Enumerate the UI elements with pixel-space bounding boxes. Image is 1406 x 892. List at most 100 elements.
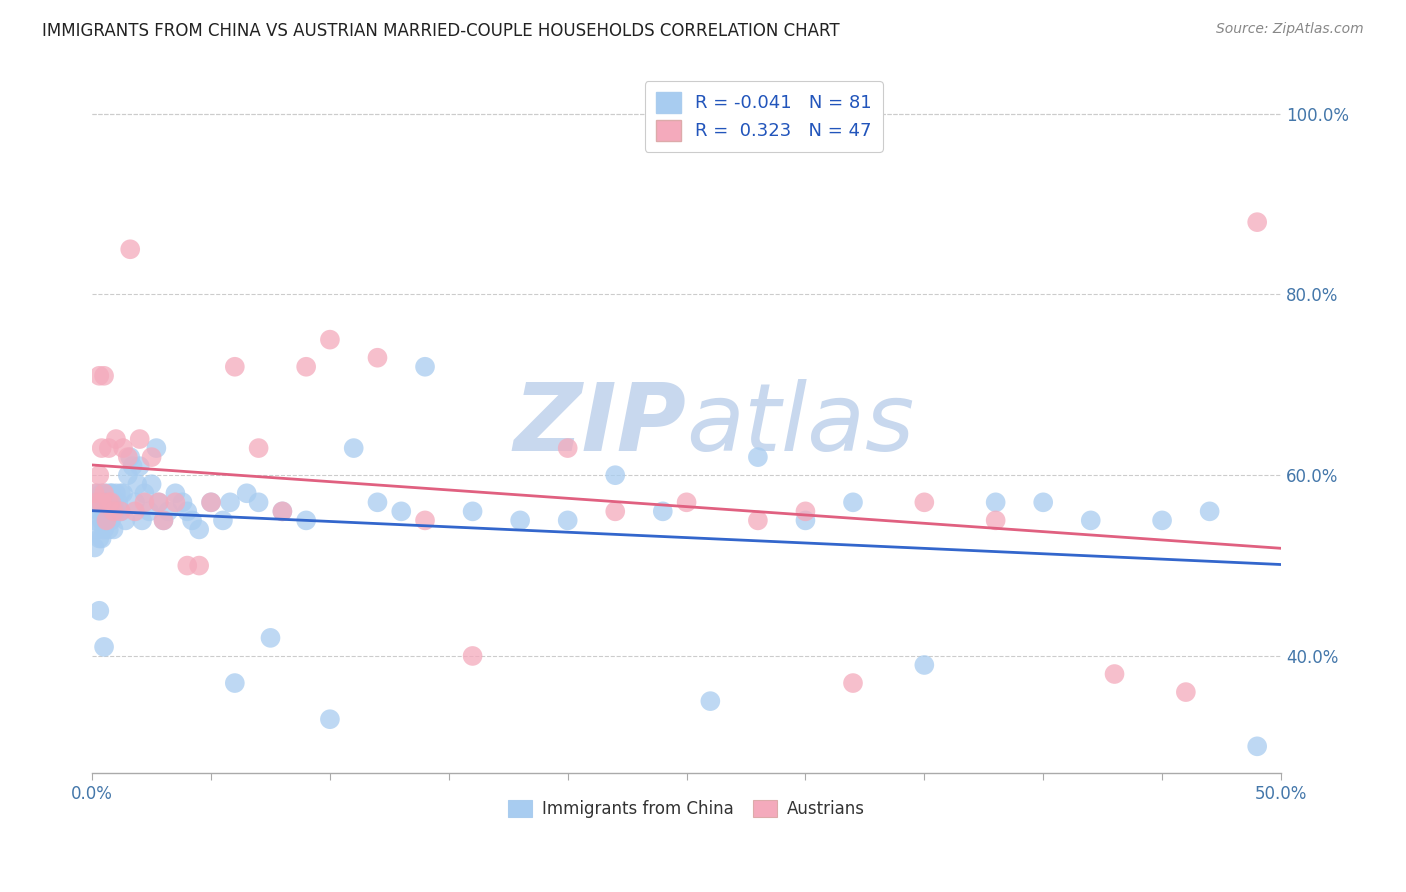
Point [165, 495, 187, 509]
Point [176, 558, 198, 573]
Point [90, 495, 112, 509]
Point [148, 495, 170, 509]
Point [93, 640, 115, 654]
Point [176, 504, 198, 518]
Point [152, 513, 174, 527]
Point [86, 486, 108, 500]
Point [152, 513, 174, 527]
Point [912, 495, 935, 509]
Point [1104, 667, 1126, 681]
Point [124, 504, 146, 518]
Point [120, 450, 142, 464]
Point [131, 513, 153, 527]
Point [138, 504, 160, 518]
Point [366, 495, 388, 509]
Point [675, 495, 697, 509]
Point [121, 459, 143, 474]
Point [200, 495, 222, 509]
Point [90, 513, 112, 527]
Point [794, 504, 817, 518]
Point [172, 495, 194, 509]
Point [97, 441, 120, 455]
Point [107, 495, 129, 509]
Point [224, 676, 246, 690]
Point [112, 486, 135, 500]
Point [200, 495, 222, 509]
Point [295, 513, 318, 527]
Point [96, 486, 118, 500]
Point [110, 486, 132, 500]
Point [134, 486, 156, 500]
Point [224, 359, 246, 374]
Point [1174, 685, 1197, 699]
Point [259, 631, 281, 645]
Point [188, 558, 211, 573]
Point [127, 477, 149, 491]
Point [212, 513, 235, 527]
Point [1246, 215, 1268, 229]
Point [295, 359, 318, 374]
Point [461, 648, 484, 663]
Y-axis label: Married-couple Households: Married-couple Households [0, 317, 7, 525]
Point [110, 504, 132, 518]
Point [1246, 739, 1268, 754]
Point [181, 513, 204, 527]
Point [97, 495, 120, 509]
Point [247, 441, 270, 455]
Point [110, 504, 132, 518]
Point [509, 513, 531, 527]
Point [90, 441, 112, 455]
Point [114, 513, 136, 527]
Point [83, 486, 105, 500]
Point [141, 477, 163, 491]
Point [1032, 495, 1054, 509]
Point [461, 504, 484, 518]
Point [271, 504, 294, 518]
Point [103, 495, 125, 509]
Point [271, 504, 294, 518]
Point [747, 513, 769, 527]
Point [117, 468, 139, 483]
Point [842, 676, 865, 690]
Point [343, 441, 366, 455]
Point [984, 513, 1007, 527]
Point [605, 504, 627, 518]
Point [747, 450, 769, 464]
Point [104, 486, 127, 500]
Point [89, 532, 111, 546]
Text: IMMIGRANTS FROM CHINA VS AUSTRIAN MARRIED-COUPLE HOUSEHOLDS CORRELATION CHART: IMMIGRANTS FROM CHINA VS AUSTRIAN MARRIE… [42, 22, 839, 40]
Point [93, 504, 115, 518]
Text: atlas: atlas [686, 379, 915, 470]
Point [96, 513, 118, 527]
Point [100, 486, 122, 500]
Point [165, 486, 187, 500]
Point [128, 432, 150, 446]
Point [97, 504, 120, 518]
Point [319, 712, 342, 726]
Point [157, 504, 180, 518]
Point [319, 333, 342, 347]
Point [90, 532, 112, 546]
Point [103, 504, 125, 518]
Point [93, 523, 115, 537]
Point [1080, 513, 1102, 527]
Point [89, 468, 111, 483]
Point [984, 495, 1007, 509]
Point [112, 441, 135, 455]
Point [89, 495, 111, 509]
Point [557, 513, 579, 527]
Point [86, 495, 108, 509]
Point [100, 495, 122, 509]
Point [97, 523, 120, 537]
Point [413, 513, 436, 527]
Point [120, 242, 142, 256]
Point [699, 694, 721, 708]
Point [651, 504, 673, 518]
Point [83, 541, 105, 555]
Point [134, 495, 156, 509]
Point [103, 523, 125, 537]
Point [93, 486, 115, 500]
Point [96, 513, 118, 527]
Point [93, 495, 115, 509]
Point [124, 495, 146, 509]
